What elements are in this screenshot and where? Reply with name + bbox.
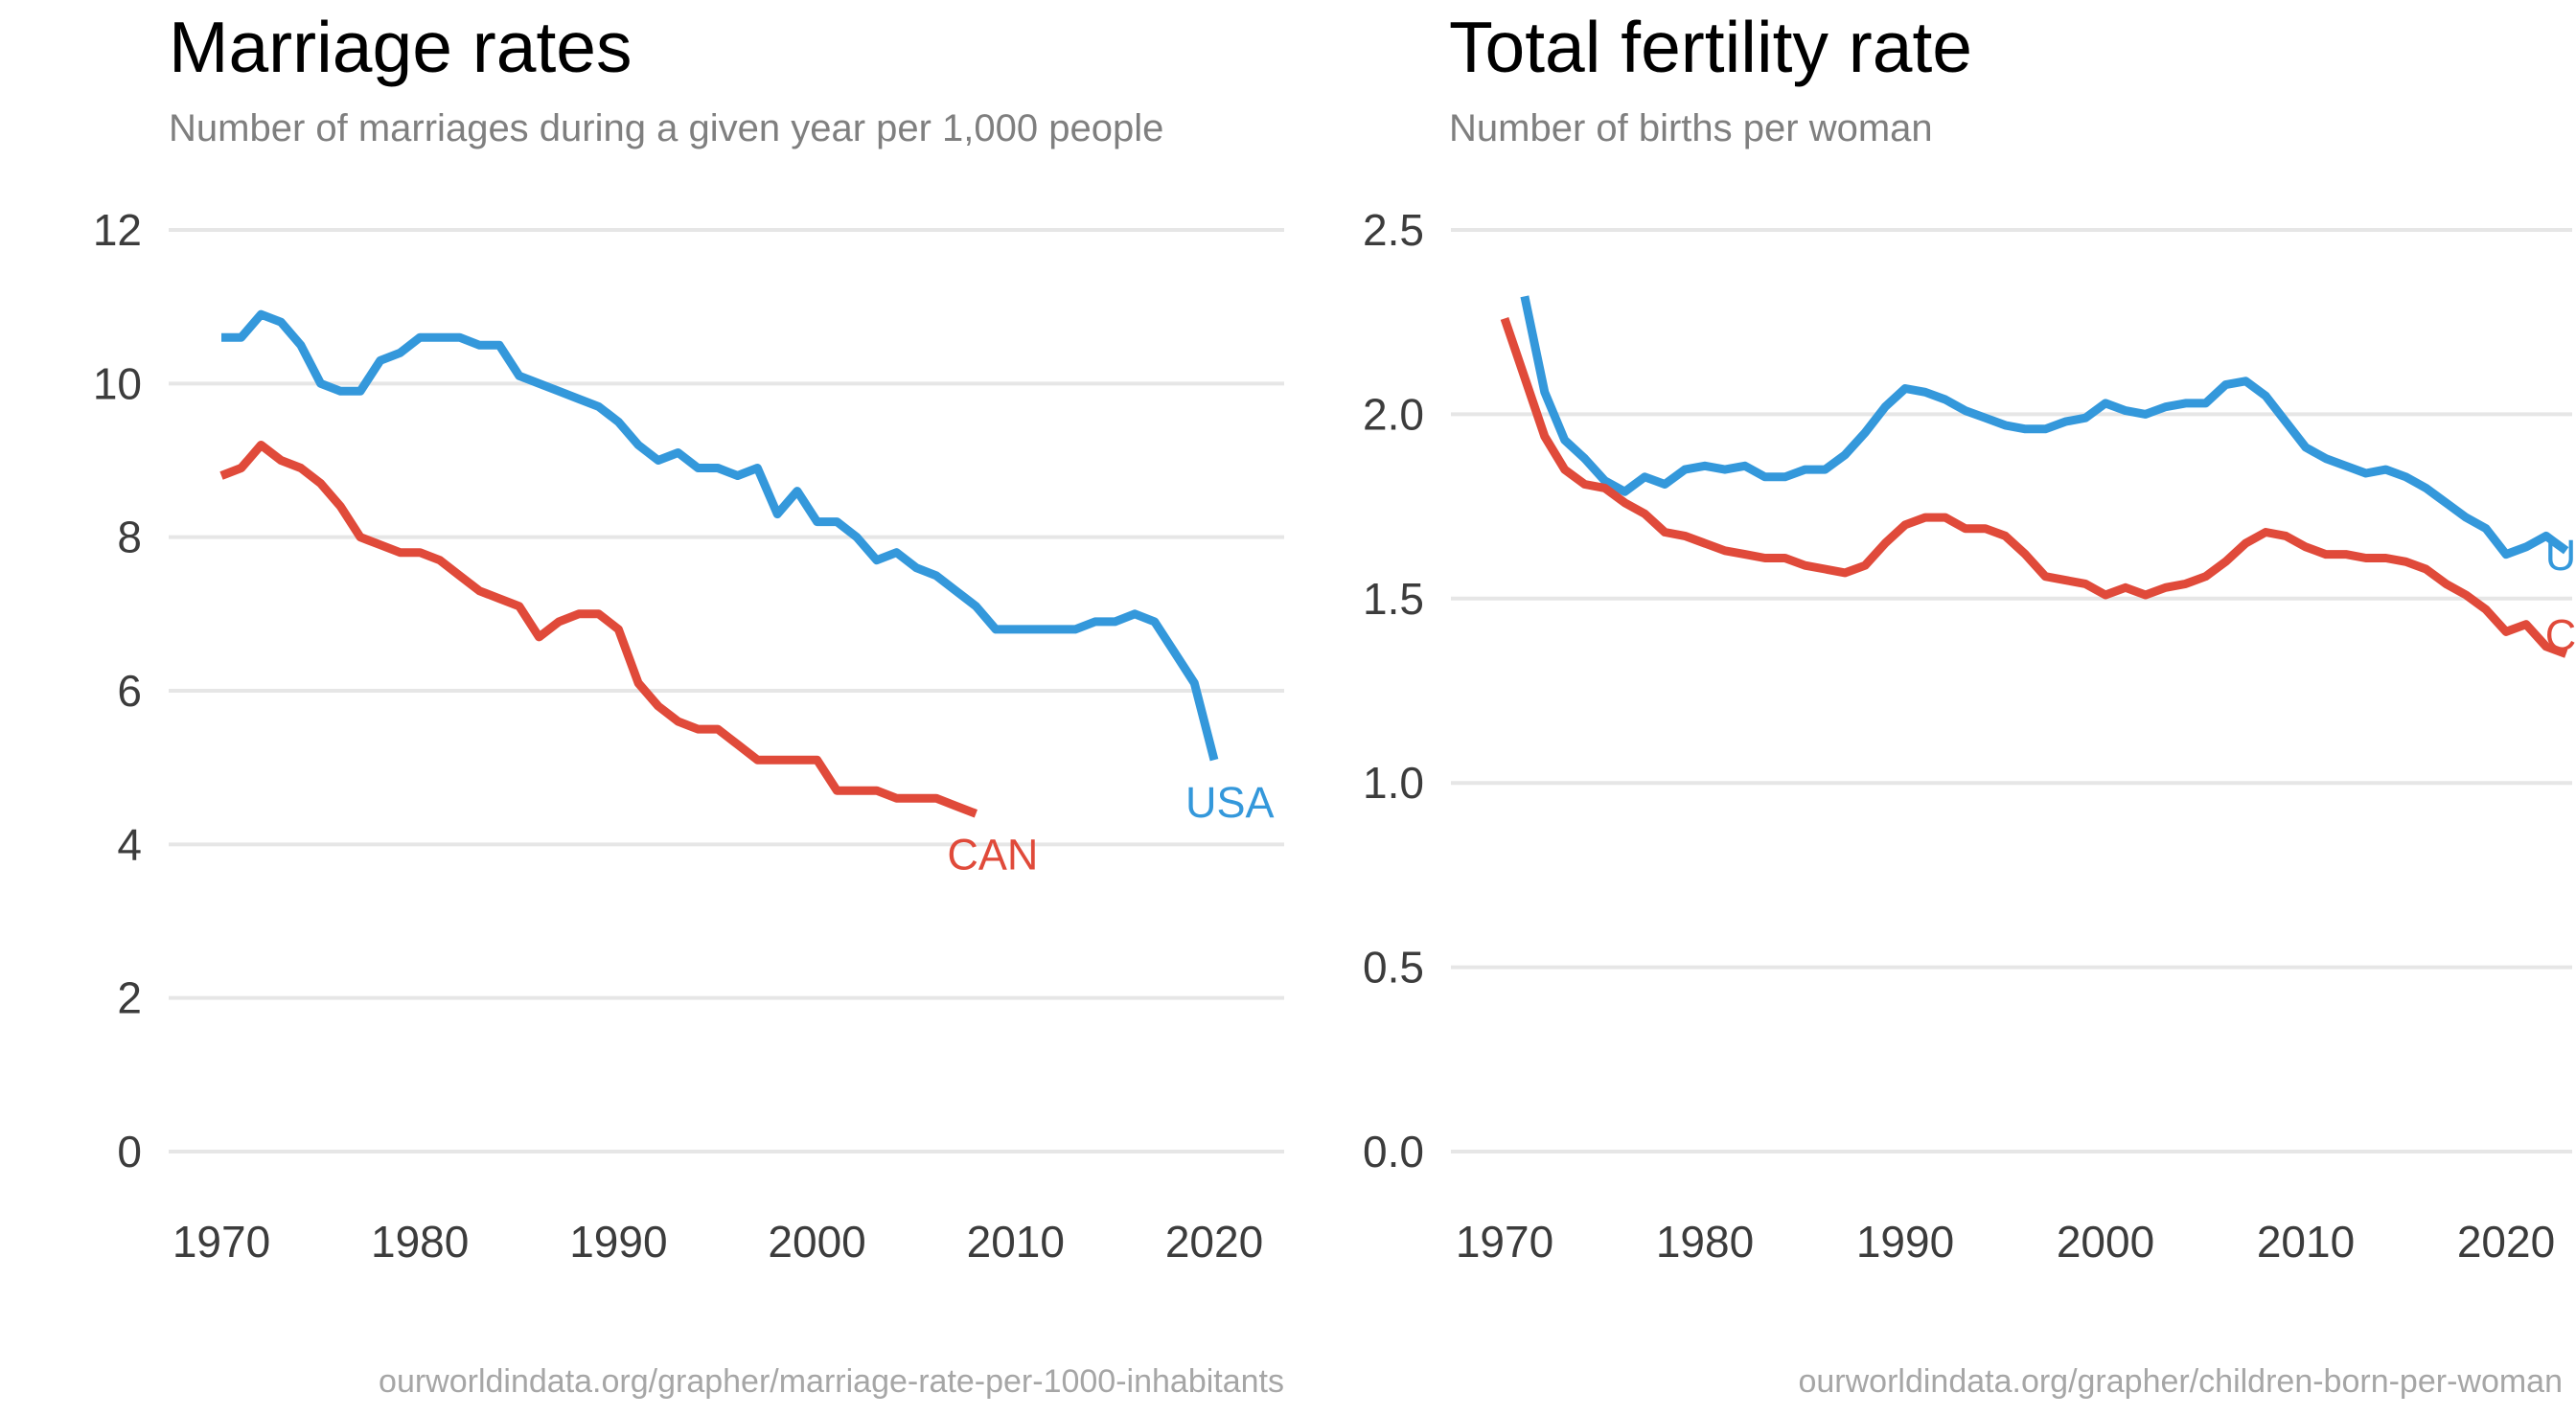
y-tick-label: 0 [117,1127,142,1176]
y-tick-label: 2 [117,973,142,1023]
y-tick-label: 4 [117,819,142,869]
x-tick-label: 1980 [1656,1217,1754,1267]
y-tick-label: 2.0 [1363,389,1424,439]
y-tick-label: 8 [117,513,142,562]
source-link[interactable]: ourworldindata.org/grapher/children-born… [1798,1363,2563,1400]
series-line-usa [221,309,1219,762]
series-line-can [1500,316,2568,658]
chart-subtitle: Number of births per woman [1449,107,1933,149]
series-line-usa [1520,295,2569,560]
marriage-rates-panel: Marriage rates Number of marriages durin… [93,7,1284,1400]
x-tick-label: 1980 [371,1217,469,1267]
y-tick-label: 2.5 [1363,205,1424,255]
fertility-rate-chart: 0.0 0.5 1.0 1.5 2.0 2.5 1970 1980 1990 2000 2010 20… [1363,205,2576,1267]
fertility-rate-panel: Total fertility rate Number of births pe… [1288,0,2576,1416]
y-tick-label: 1.5 [1363,574,1424,624]
series-line-can [219,441,978,818]
marriage-rates-chart: 0 2 4 6 8 10 12 1970 1980 1990 2000 2010 2020 USA CAN [93,205,1284,1267]
chart-title: Marriage rates [169,7,632,87]
source-link[interactable]: ourworldindata.org/grapher/marriage-rate… [379,1363,1284,1400]
x-tick-label: 1970 [1456,1217,1553,1267]
chart-title: Total fertility rate [1449,7,1973,87]
y-tick-label: 0.0 [1363,1127,1424,1176]
x-tick-label: 2010 [967,1217,1065,1267]
x-tick-label: 2020 [2457,1217,2555,1267]
series-label-usa: USA [2545,531,2576,580]
x-tick-label: 2020 [1165,1217,1263,1267]
series-label-can: CAN [947,830,1038,879]
x-tick-label: 1970 [172,1217,270,1267]
y-tick-label: 1.0 [1363,758,1424,808]
x-tick-label: 2000 [768,1217,865,1267]
series-label-usa: USA [1185,778,1275,827]
chart-subtitle: Number of marriages during a given year … [169,107,1164,149]
x-tick-label: 1990 [1856,1217,1954,1267]
y-tick-label: 0.5 [1363,943,1424,993]
x-tick-label: 2000 [2057,1217,2154,1267]
x-tick-label: 1990 [569,1217,667,1267]
y-tick-label: 10 [93,358,142,408]
y-tick-label: 12 [93,205,142,255]
series-label-can: CAN [2545,611,2576,660]
x-tick-label: 2010 [2257,1217,2355,1267]
y-tick-label: 6 [117,666,142,716]
